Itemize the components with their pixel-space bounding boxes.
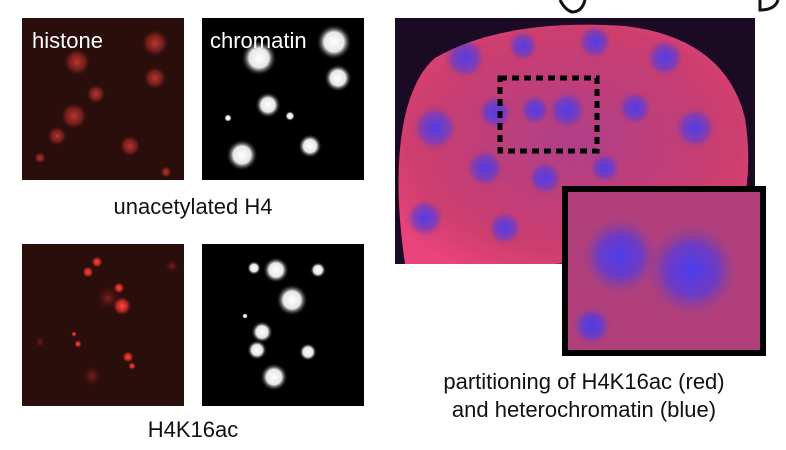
- acetylated-histone-panel: [22, 244, 184, 406]
- nucleus-zoom-inset: [562, 186, 766, 356]
- caption-nucleus-line1: partitioning of H4K16ac (red): [443, 369, 725, 394]
- chromatin-droplets-image: [202, 18, 364, 180]
- histone-label: histone: [32, 28, 103, 53]
- unacetylated-histone-panel: histone: [22, 18, 184, 180]
- nucleus-zoom-image: [568, 192, 760, 350]
- caption-h4k16ac-text: H4K16ac: [147, 417, 239, 442]
- caption-unacetylated-h4: unacetylated H4: [22, 193, 364, 221]
- acetylated-chromatin-panel: [202, 244, 364, 406]
- caption-unacetylated-h4-text: unacetylated H4: [113, 194, 273, 219]
- caption-nucleus: partitioning of H4K16ac (red) and hetero…: [388, 368, 780, 423]
- zoom-region-box: [497, 75, 600, 154]
- caption-h4k16ac: H4K16ac: [22, 416, 364, 444]
- caption-nucleus-line2: and heterochromatin (blue): [451, 396, 717, 422]
- unacetylated-chromatin-panel: chromatin: [202, 18, 364, 180]
- cropped-heading-fragment: [0, 0, 786, 14]
- histone-droplets-image: [22, 18, 184, 180]
- chromatin-label: chromatin: [210, 28, 307, 53]
- h4k16ac-histone-droplets-image: [22, 244, 184, 406]
- h4k16ac-chromatin-droplets-image: [202, 244, 364, 406]
